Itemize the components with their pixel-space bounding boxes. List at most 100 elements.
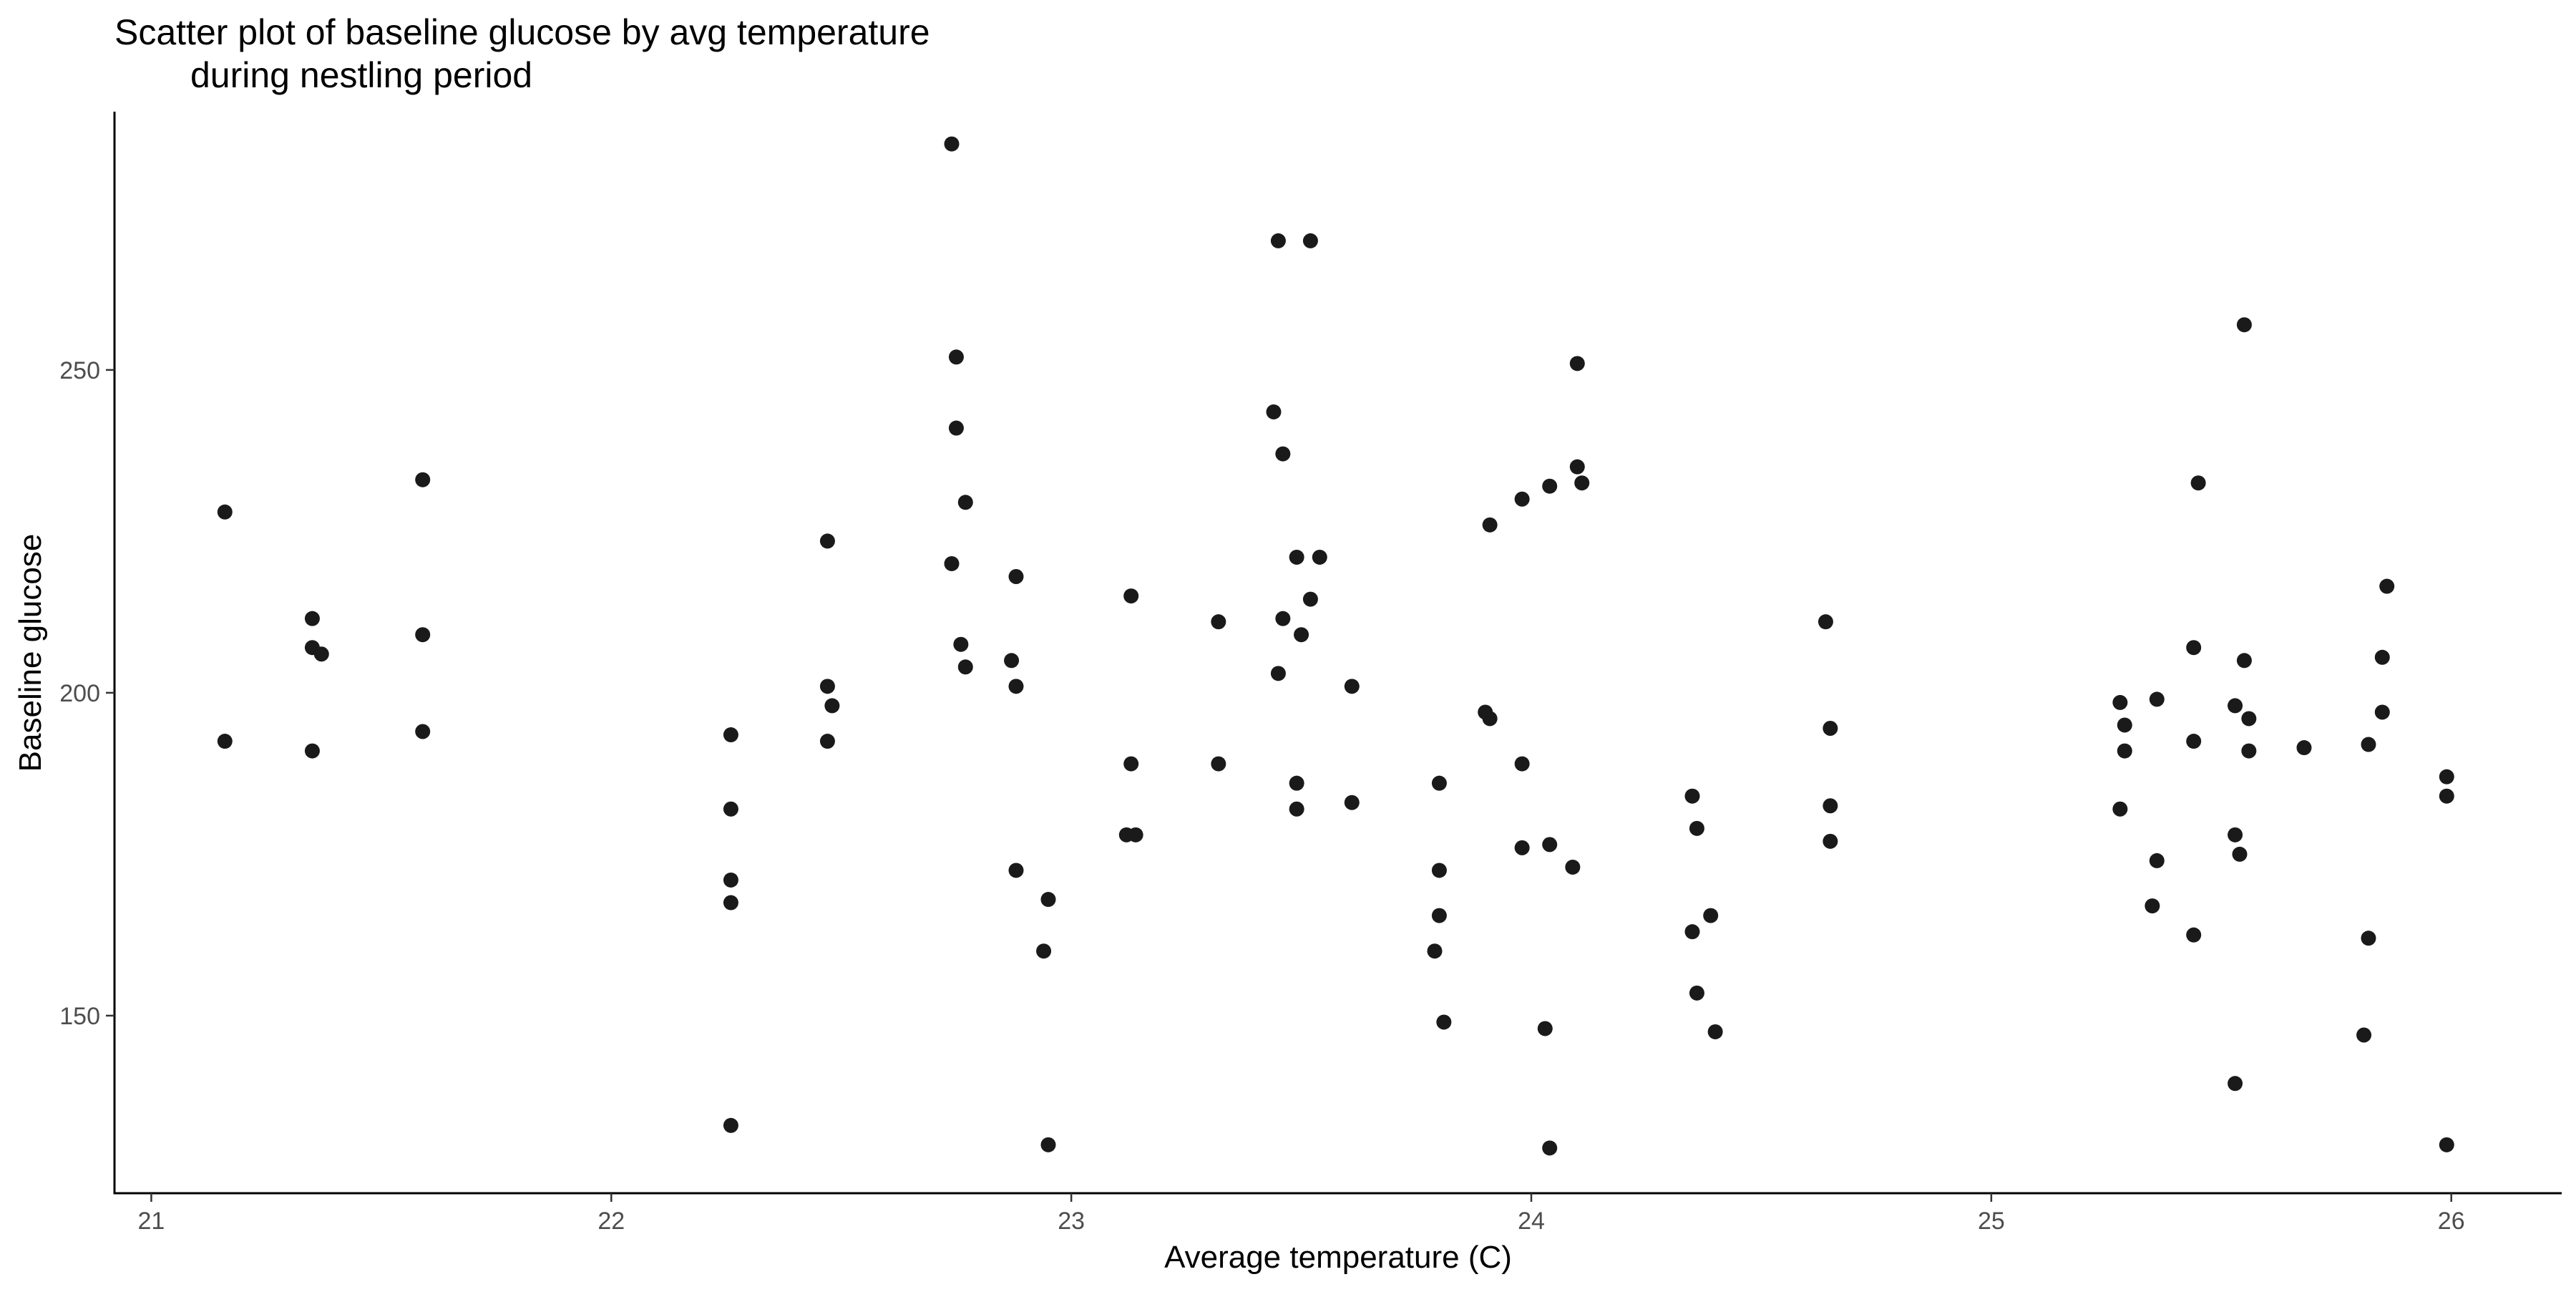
data-point (819, 679, 835, 694)
data-point (1302, 591, 1318, 607)
x-tick-label: 24 (1518, 1208, 1545, 1235)
data-point (2356, 1027, 2372, 1043)
chart-title-line-1: Scatter plot of baseline glucose by avg … (114, 12, 930, 52)
data-point (1036, 943, 1052, 959)
data-point (2374, 704, 2390, 720)
data-point (2374, 649, 2390, 665)
data-point (1823, 833, 1838, 849)
y-tick-label: 200 (59, 680, 100, 707)
data-point (2236, 653, 2252, 669)
data-point (948, 420, 964, 436)
y-tick-label: 250 (59, 357, 100, 384)
data-point (1302, 233, 1318, 248)
data-point (2228, 698, 2243, 714)
data-point (723, 727, 738, 743)
data-point (2186, 640, 2202, 656)
data-point (1427, 943, 1443, 959)
data-point (1289, 801, 1304, 817)
data-point (415, 627, 431, 643)
data-point (304, 611, 320, 626)
data-point (1514, 840, 1530, 855)
x-axis-title: Average temperature (C) (1164, 1240, 1512, 1275)
data-point (1684, 788, 1700, 804)
data-point (1123, 756, 1139, 772)
data-point (819, 533, 835, 549)
x-tick-label: 23 (1058, 1208, 1085, 1235)
data-point (723, 872, 738, 888)
data-point (2439, 769, 2454, 785)
data-point (217, 734, 233, 749)
data-point (1123, 588, 1139, 604)
data-point (2241, 743, 2257, 759)
data-point (1275, 446, 1291, 462)
data-point (1289, 549, 1304, 565)
y-axis-ticks: 150 200 250 (59, 357, 114, 1030)
x-tick-label: 22 (597, 1208, 625, 1235)
data-point (217, 504, 233, 520)
data-point (1270, 233, 1286, 248)
data-point (1689, 985, 1704, 1001)
data-point (1542, 478, 1558, 494)
data-point (2228, 827, 2243, 842)
data-point (1266, 404, 1282, 419)
data-point (1482, 711, 1498, 727)
data-point (1270, 666, 1286, 681)
y-axis-title: Baseline glucose (13, 534, 48, 772)
data-point (2228, 1076, 2243, 1092)
data-point (957, 495, 973, 510)
data-point (2186, 734, 2202, 749)
data-point (1008, 863, 1024, 878)
data-point (723, 1117, 738, 1133)
data-points (217, 136, 2454, 1156)
data-point (2232, 846, 2248, 862)
data-point (1565, 859, 1581, 875)
data-point (1211, 614, 1226, 630)
data-point (2439, 788, 2454, 804)
data-point (957, 659, 973, 675)
data-point (2296, 740, 2312, 756)
data-point (2186, 927, 2202, 943)
data-point (1542, 837, 1558, 853)
data-point (1823, 720, 1838, 736)
data-point (2236, 317, 2252, 333)
data-point (1275, 611, 1291, 626)
data-point (2379, 578, 2395, 594)
data-point (1569, 356, 1585, 371)
data-point (2112, 694, 2128, 710)
data-point (1431, 908, 1447, 923)
data-point (1574, 475, 1590, 491)
x-axis-ticks: 21 22 23 24 25 26 (138, 1193, 2465, 1235)
data-point (1008, 569, 1024, 585)
data-point (313, 646, 329, 662)
data-point (1684, 924, 1700, 940)
data-point (944, 555, 960, 571)
data-point (2117, 717, 2132, 733)
data-point (1436, 1014, 1452, 1030)
x-tick-label: 26 (2438, 1208, 2465, 1235)
data-point (819, 734, 835, 749)
data-point (1537, 1021, 1553, 1036)
data-point (1128, 827, 1143, 842)
data-point (1312, 549, 1327, 565)
chart-title-line-2: during nestling period (190, 55, 533, 95)
data-point (2190, 475, 2206, 491)
x-tick-label: 25 (1978, 1208, 2005, 1235)
data-point (1008, 679, 1024, 694)
data-point (1514, 491, 1530, 507)
data-point (2241, 711, 2257, 727)
data-point (723, 801, 738, 817)
data-point (1514, 756, 1530, 772)
data-point (304, 743, 320, 759)
data-point (1344, 679, 1360, 694)
data-point (1211, 756, 1226, 772)
data-point (1040, 892, 1056, 908)
data-point (1431, 863, 1447, 878)
data-point (2439, 1137, 2454, 1152)
x-tick-label: 21 (138, 1208, 165, 1235)
data-point (2149, 691, 2165, 707)
data-point (1004, 653, 1020, 669)
data-point (1703, 908, 1719, 923)
y-tick-label: 150 (59, 1003, 100, 1030)
